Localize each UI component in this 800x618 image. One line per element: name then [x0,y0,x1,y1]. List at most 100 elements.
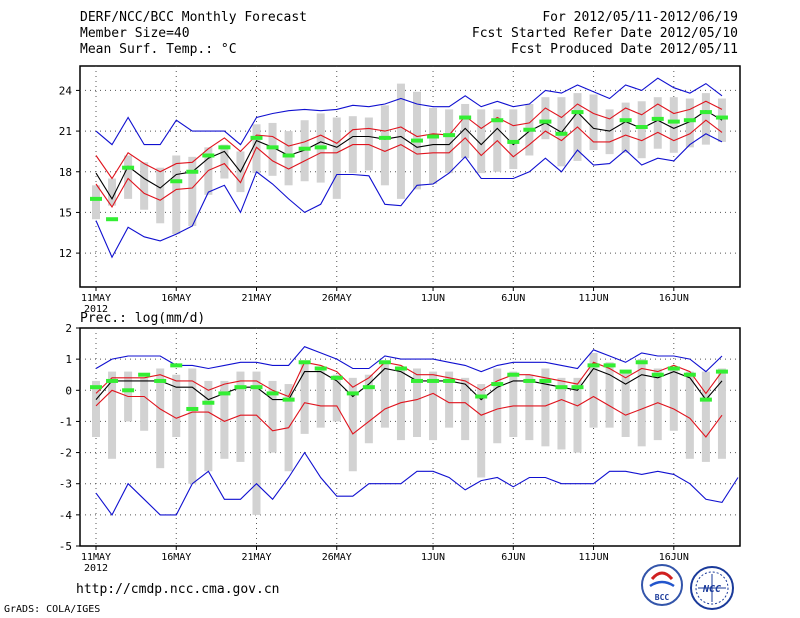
temp-ensemble-box [605,109,614,155]
forecast-title: DERF/NCC/BCC Monthly Forecast [80,10,307,25]
prec-ensemble-box [300,362,309,434]
prec-ensemble-box [653,368,662,441]
prec-observed-mark [250,385,263,390]
grads-credit: GrADS: COLA/IGES [4,604,101,615]
prec-observed-mark [138,372,151,377]
temp-max-line [95,77,723,146]
prec-ensemble-box [717,368,726,459]
temp-ensemble-box [509,109,518,170]
prec-observed-mark [202,400,215,405]
temp-ensemble-box [364,117,373,171]
prec-ensemble-box [156,368,165,469]
prec-ensemble-box [316,368,325,428]
prec-xtick-label: 6JUN [501,552,525,563]
prec-ytick-label: -2 [59,447,72,460]
prec-ensemble-box [140,377,149,431]
prec-observed-mark [699,397,712,402]
prec-ensemble-box [493,368,502,444]
prec-ytick-label: -4 [59,509,73,522]
prec-ytick-label: -3 [59,478,72,491]
prec-ensemble-box [509,371,518,437]
prec-observed-mark [715,369,728,374]
prec-ensemble-box [204,380,213,472]
temp-observed-mark [635,125,648,130]
temp-observed-mark [282,153,295,158]
prec-xtick-label: 1JUN [421,552,445,563]
prec-observed-mark [571,385,584,390]
prec-ytick-label: 0 [65,384,72,397]
temp-xtick-label: 16MAY [161,293,191,304]
temp-ensemble-box [172,155,181,235]
temp-ensemble-box [445,109,454,174]
prec-xtick-label: 21MAY [241,552,271,563]
temp-ensemble-box [284,131,293,186]
prec-observed-mark [362,385,375,390]
temp-ensemble-box [124,155,133,199]
prec-ytick-label: -5 [59,540,72,553]
prec-ytick-label: 2 [65,322,72,335]
ncc-logo: NCC [690,566,734,610]
temp-observed-mark [298,146,311,151]
temp-observed-mark [218,145,231,150]
temp-observed-mark [250,135,263,140]
prec-panel-title: Prec.: log(mm/d) [80,311,205,326]
logos: BCC NCC [641,564,734,610]
temp-ytick-label: 15 [59,206,72,219]
prec-ytick-label: -1 [59,415,72,428]
start-date: Fcst Started Refer Date 2012/05/10 [471,26,738,41]
temp-ensemble-box [220,144,229,179]
prec-observed-mark [218,391,231,396]
prec-ensemble-box [701,371,710,462]
prec-ensemble-box [461,377,470,441]
temp-observed-mark [170,179,183,184]
prec-observed-mark [443,378,456,383]
precipitation-panel: -5 -4 -3 -2 -1 0 1 2 11MAY 16MAY 21MAY 26MAY 1JUN 6JU… [59,311,741,574]
temp-observed-mark [122,165,135,170]
prec-xtick-label: 11MAY [81,552,111,563]
prec-observed-mark [282,397,295,402]
prec-max-line [95,346,723,373]
prec-observed-mark [667,366,680,371]
prec-observed-mark [154,378,167,383]
temp-observed-mark [715,115,728,120]
prec-ensemble-box [413,368,421,437]
prec-ensemble-box [92,380,100,437]
temp-observed-mark [459,115,472,120]
temp-observed-mark [571,110,584,115]
temp-xtick-label: 6JUN [501,293,525,304]
prec-observed-mark [170,363,183,368]
prec-observed-mark [427,378,440,383]
website-url: http://cmdp.ncc.cma.gov.cn [76,582,280,597]
prec-ensemble-box [541,368,550,447]
temp-ytick-label: 24 [59,84,73,97]
prec-lower-spread-line [95,389,723,438]
temp-ensemble-box [188,156,197,226]
prec-observed-mark [186,406,199,411]
prec-ensemble-box [332,374,341,422]
temp-xtick-label: 21MAY [241,293,271,304]
prec-ensemble-box [669,368,678,431]
prec-observed-mark [314,366,327,371]
temp-observed-mark [266,145,279,150]
prec-ensemble-box [685,371,694,459]
prec-observed-mark [635,360,648,365]
temp-observed-mark [378,135,391,140]
temp-xtick-label: 16JUN [659,293,689,304]
prec-ensemble-box [605,362,614,428]
variable-label: Mean Surf. Temp.: °C [80,42,237,57]
temp-ensemble-box [669,97,678,153]
prec-observed-mark [555,385,568,390]
temp-observed-mark [683,118,696,123]
prec-observed-mark [378,360,391,365]
prec-observed-mark [475,394,488,399]
header-left: DERF/NCC/BCC Monthly Forecast Member Siz… [80,10,307,58]
temp-ensemble-box [461,103,470,159]
temp-ensemble-box [396,83,405,199]
temperature-panel: 12 15 18 21 24 11MAY 16MAY 21MAY 26MAY 1JUN 6JUN 11… [59,65,741,315]
temp-observed-mark [186,169,199,174]
prec-ensemble-box [557,377,566,450]
prec-ensemble-box [589,352,598,428]
prec-ensemble-box [573,377,582,453]
temp-observed-mark [667,119,680,124]
